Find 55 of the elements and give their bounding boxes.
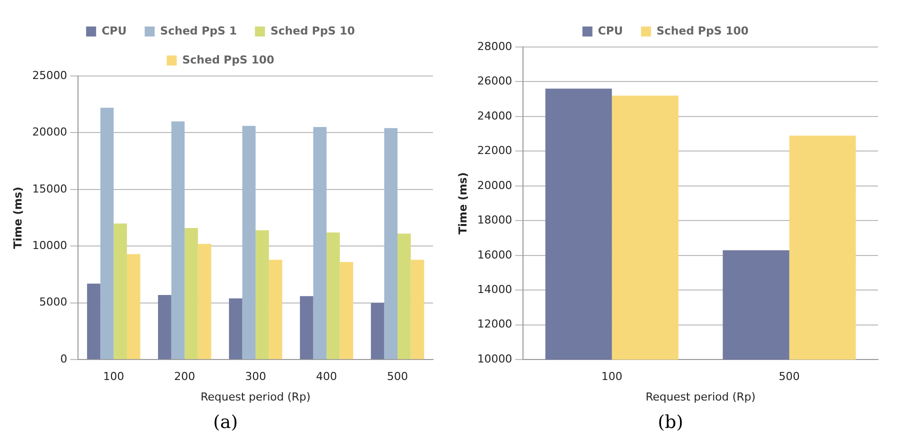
bar xyxy=(87,284,100,360)
text: (b) xyxy=(658,412,684,433)
y-tick-label: 16000 xyxy=(477,248,512,262)
bar xyxy=(300,296,314,360)
y-tick-label: 18000 xyxy=(477,214,512,227)
legend-label: CPU xyxy=(102,24,127,38)
bar xyxy=(340,262,354,360)
bar xyxy=(398,234,411,360)
bar xyxy=(114,223,127,360)
y-tick-label: 28000 xyxy=(477,40,512,53)
y-tick-label: 10000 xyxy=(477,352,512,366)
bar xyxy=(268,260,282,360)
bar xyxy=(126,254,140,360)
x-tick-label: 300 xyxy=(245,370,266,384)
y-tick-label: 25000 xyxy=(32,68,68,82)
bar xyxy=(313,127,327,360)
y-tick-label: 5000 xyxy=(39,296,68,309)
y-axis-title: Time (ms) xyxy=(456,172,470,234)
y-tick-label: 20000 xyxy=(477,178,512,192)
x-tick-label: 100 xyxy=(601,370,622,384)
y-tick-label: 15000 xyxy=(32,182,68,196)
x-tick-label: 500 xyxy=(387,370,408,384)
bar xyxy=(228,298,242,360)
y-tick-label: 24000 xyxy=(477,109,512,122)
x-axis-title: Request period (Rp) xyxy=(646,390,756,404)
legend-label: Sched PpS 1 xyxy=(160,24,237,38)
text: (a) xyxy=(213,412,238,433)
x-tick-label: 400 xyxy=(316,370,338,384)
y-tick-label: 0 xyxy=(60,352,68,366)
y-tick-label: 20000 xyxy=(32,126,68,139)
bar xyxy=(384,128,398,360)
x-tick-label: 500 xyxy=(778,370,800,384)
bar xyxy=(184,228,198,360)
legend-label: Sched PpS 10 xyxy=(270,24,356,38)
x-axis-title: Request period (Rp) xyxy=(200,390,311,404)
bar xyxy=(326,232,340,360)
bar xyxy=(158,294,172,360)
bar xyxy=(256,230,269,360)
y-tick-label: 22000 xyxy=(477,144,512,158)
bar xyxy=(198,244,212,360)
legend-label: Sched PpS 100 xyxy=(656,24,749,38)
y-axis-title: Time (ms) xyxy=(11,186,24,249)
y-tick-label: 12000 xyxy=(477,318,512,331)
bar xyxy=(410,260,424,360)
x-tick-label: 100 xyxy=(103,370,124,384)
legend-label: Sched PpS 100 xyxy=(182,53,275,66)
x-tick-label: 200 xyxy=(174,370,196,384)
legend-label: CPU xyxy=(598,24,623,38)
bar xyxy=(100,108,114,360)
y-tick-label: 14000 xyxy=(477,282,512,296)
bar xyxy=(242,126,256,360)
y-tick-label: 10000 xyxy=(32,239,68,252)
y-tick-label: 26000 xyxy=(477,74,512,88)
bar xyxy=(370,302,384,360)
bar xyxy=(171,121,185,360)
